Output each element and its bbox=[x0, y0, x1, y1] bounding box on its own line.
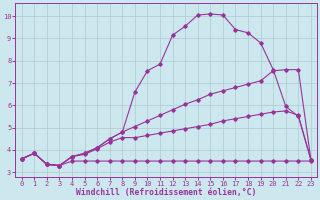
X-axis label: Windchill (Refroidissement éolien,°C): Windchill (Refroidissement éolien,°C) bbox=[76, 188, 257, 197]
